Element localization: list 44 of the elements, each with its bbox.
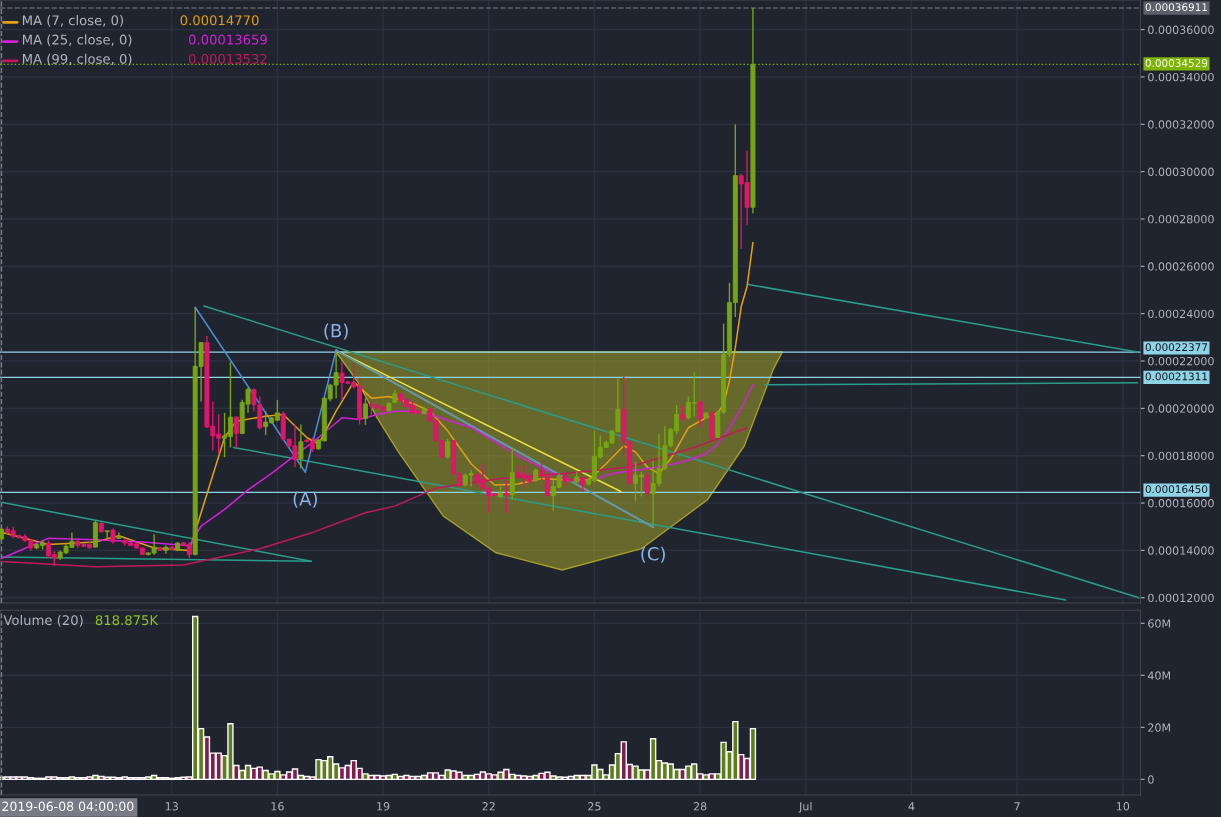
y-tick-label: 0.00018000 <box>1148 451 1214 461</box>
x-tick-label: 13 <box>165 802 178 811</box>
annotation: 818.875K <box>95 615 159 626</box>
annotation: 0.00013532 <box>188 53 267 64</box>
legend-label: MA (7, close, 0) <box>22 15 123 27</box>
x-tick-label: 4 <box>908 802 915 811</box>
ref-line-label: 0.00016450 <box>1145 485 1208 494</box>
x-tick-label: 10 <box>1116 802 1130 811</box>
ref-line-label: 2019-06-08 04:00:00 <box>2 801 134 812</box>
y-tick-label: 0.00014000 <box>1148 546 1214 555</box>
legend-label: MA (25, close, 0) <box>22 34 132 47</box>
y-tick-label: 0.00030000 <box>1148 167 1214 177</box>
annotation: (B) <box>324 323 348 340</box>
ref-line-label: 0.00036911 <box>1145 3 1207 12</box>
x-tick-label: 19 <box>377 802 390 811</box>
x-tick-label: 28 <box>693 802 707 811</box>
ref-line-label: 0.00021311 <box>1145 372 1207 381</box>
y-tick-label: 0.00036000 <box>1148 25 1214 34</box>
y-tick-label: 0.00012000 <box>1148 593 1214 603</box>
x-tick-label: 7 <box>1014 802 1020 811</box>
y-tick-label: 0.00024000 <box>1148 309 1214 319</box>
y-tick-label: 0.00034000 <box>1148 72 1214 82</box>
ref-line-label: 0.00022377 <box>1145 343 1208 352</box>
ref-line-label: 0.00034529 <box>1145 59 1208 67</box>
y-tick-label: 0.00032000 <box>1148 120 1214 129</box>
x-tick-label: 25 <box>588 802 601 811</box>
y-tick-label: 0.00022000 <box>1148 356 1214 366</box>
y-tick-label: 60M <box>1148 619 1170 628</box>
y-tick-label: 0.00020000 <box>1148 404 1214 413</box>
x-tick-label: 16 <box>271 802 284 811</box>
x-tick-label: 22 <box>482 802 495 811</box>
x-tick-label: Jul <box>798 801 812 813</box>
annotation: 0.00013659 <box>188 34 267 45</box>
y-tick-label: 0.00026000 <box>1148 262 1214 271</box>
y-tick-label: 0 <box>1148 775 1154 784</box>
annotation: 0.00014770 <box>180 15 259 26</box>
annotation: (A) <box>293 491 317 508</box>
y-tick-label: 0.00028000 <box>1148 214 1214 224</box>
y-tick-label: 20M <box>1148 723 1170 732</box>
legend-label: MA (99, close, 0) <box>22 53 132 66</box>
y-tick-label: 40M <box>1147 671 1170 680</box>
y-tick-label: 0.00016000 <box>1148 499 1214 508</box>
chart-title: Volume (20) <box>3 614 83 627</box>
annotation: (C) <box>641 546 665 563</box>
